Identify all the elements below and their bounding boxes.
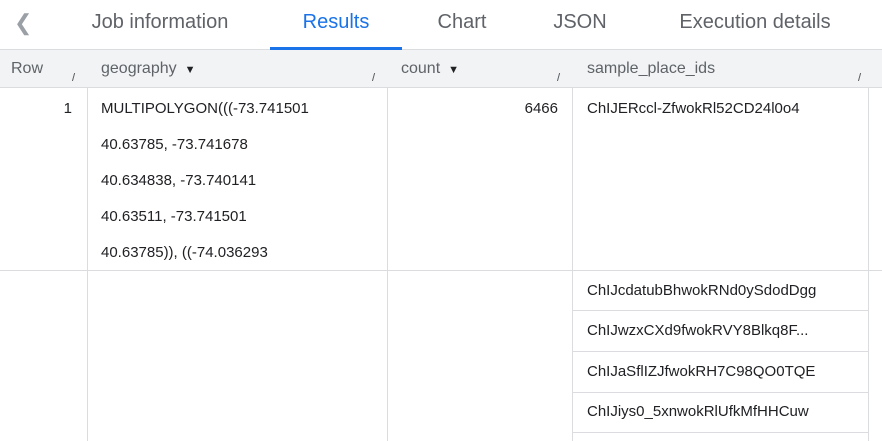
tab-execution-details[interactable]: Execution details <box>679 11 831 33</box>
place-id-cell[interactable]: ChIJcdatubBhwokRNd0ySdodDgg <box>587 282 817 299</box>
geography-line: 40.63785)), ((-74.036293 <box>101 244 268 261</box>
count-cell[interactable]: 6466 <box>524 100 558 117</box>
column-header-sample-place-ids: sample_place_ids <box>587 60 716 77</box>
tab-results[interactable]: Results <box>270 0 402 50</box>
geography-cell[interactable]: MULTIPOLYGON(((-73.741501 40.63785, -73.… <box>101 91 309 271</box>
geography-line: 40.63785, -73.741678 <box>101 136 248 153</box>
place-id-cell[interactable]: ChIJERccl-ZfwokRl52CD24l0o4 <box>587 100 800 117</box>
table-header: Row // geography ▼ // count ▼ // sample_pl… <box>0 50 882 88</box>
place-id-cell[interactable]: ChIJwzxCXd9fwokRVY8Blkq8F... <box>587 322 809 339</box>
chevron-left-icon[interactable]: ❮ <box>14 10 33 35</box>
caret-down-icon[interactable]: ▼ <box>448 64 460 76</box>
divider <box>87 88 88 441</box>
geography-line: 40.63511, -73.741501 <box>101 208 247 225</box>
column-label: geography <box>101 60 177 77</box>
geography-line: 40.634838, -73.740141 <box>101 172 257 189</box>
divider <box>572 310 868 311</box>
column-header-row: Row <box>11 60 44 77</box>
divider <box>572 392 868 393</box>
divider <box>572 432 868 433</box>
divider <box>0 270 882 271</box>
column-header-count[interactable]: count ▼ <box>401 50 459 88</box>
caret-down-icon[interactable]: ▼ <box>184 64 196 76</box>
column-label: count <box>401 60 441 77</box>
place-id-cell[interactable]: ChIJiys0_5xnwokRlUfkMfHHCuw <box>587 403 809 420</box>
divider <box>387 88 388 441</box>
tab-json[interactable]: JSON <box>553 11 607 33</box>
row-number: 1 <box>63 100 72 117</box>
tab-job-information[interactable]: Job information <box>91 11 229 33</box>
column-header-geography[interactable]: geography ▼ <box>101 50 196 88</box>
divider <box>572 351 868 352</box>
tab-chart[interactable]: Chart <box>437 11 487 33</box>
place-id-cell[interactable]: ChIJaSflIZJfwokRH7C98QO0TQE <box>587 363 816 380</box>
geography-line: MULTIPOLYGON(((-73.741501 <box>101 100 309 117</box>
divider <box>868 88 869 441</box>
divider <box>572 88 573 441</box>
tab-bar: ❮ Job information Results Chart JSON Exe… <box>0 0 882 50</box>
